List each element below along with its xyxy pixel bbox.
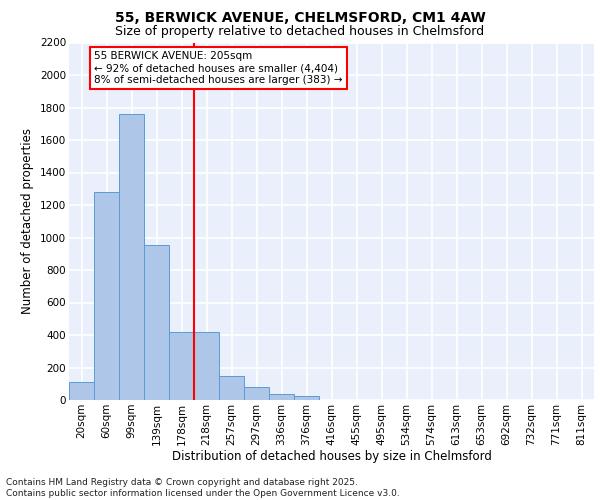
Bar bbox=[94, 192, 119, 400]
Bar bbox=[194, 332, 219, 400]
Bar bbox=[219, 376, 244, 400]
Bar bbox=[294, 396, 319, 400]
Text: Size of property relative to detached houses in Chelmsford: Size of property relative to detached ho… bbox=[115, 25, 485, 38]
Bar bbox=[144, 245, 169, 400]
Bar bbox=[69, 382, 94, 400]
Bar bbox=[169, 332, 194, 400]
Bar bbox=[119, 114, 144, 400]
Bar bbox=[269, 394, 294, 400]
Text: 55, BERWICK AVENUE, CHELMSFORD, CM1 4AW: 55, BERWICK AVENUE, CHELMSFORD, CM1 4AW bbox=[115, 12, 485, 26]
X-axis label: Distribution of detached houses by size in Chelmsford: Distribution of detached houses by size … bbox=[172, 450, 491, 464]
Text: 55 BERWICK AVENUE: 205sqm
← 92% of detached houses are smaller (4,404)
8% of sem: 55 BERWICK AVENUE: 205sqm ← 92% of detac… bbox=[95, 52, 343, 84]
Y-axis label: Number of detached properties: Number of detached properties bbox=[22, 128, 34, 314]
Bar bbox=[244, 387, 269, 400]
Text: Contains HM Land Registry data © Crown copyright and database right 2025.
Contai: Contains HM Land Registry data © Crown c… bbox=[6, 478, 400, 498]
